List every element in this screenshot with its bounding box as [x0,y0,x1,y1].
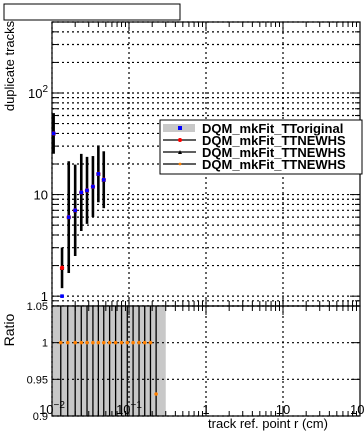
y-tick-label: 102 [28,84,48,101]
x-tick-label: 1 [202,402,209,417]
y-axis-label: duplicate tracks [2,20,17,111]
y-tick-label: 10 [34,188,48,203]
legend-label: DQM_mkFit_TToriginal [202,121,343,136]
ratio-point [58,340,63,345]
ratio-point [119,340,124,345]
x-tick-label: 10−1 [116,400,142,417]
ratio-panel: 0.9 0.95 1 1.05 Ratio [1,301,361,423]
y-tick-label: 1 [41,289,48,304]
square-marker [85,188,89,193]
x-tick-label: 102 [350,400,364,417]
ratio-point [125,340,130,345]
ratio-y-tick-label: 0.9 [33,411,48,423]
x-tick-label: 10 [276,402,290,417]
legend-marker [178,138,182,142]
main-points [51,113,106,298]
square-marker [79,190,84,195]
ratio-point [142,340,147,345]
ratio-point [96,340,101,345]
legend-marker [178,150,182,154]
ratio-point [85,340,89,345]
ratio-points [58,306,158,416]
square-marker [66,215,71,219]
legend-label: DQM_mkFit_TTNEWHS [202,133,346,148]
ratio-band [52,306,166,416]
ratio-y-tick-labels: 0.9 0.95 1 1.05 [27,301,48,423]
legend-label: DQM_mkFit_TTNEWHS [202,157,346,172]
ratio-point [65,340,70,345]
square-marker [91,184,95,189]
ratio-point [73,340,77,345]
ratio-ticks [51,305,360,417]
title-frame [3,3,181,21]
ratio-point [154,392,158,396]
legend-marker [178,162,182,166]
x-axis-label: track ref. point r (cm) [208,416,328,431]
ratio-point [91,340,95,345]
ratio-point [79,340,84,345]
square-marker [51,131,56,136]
circle-marker [59,265,65,271]
ratio-y-tick-label: 1.05 [27,301,48,313]
ratio-point [148,340,153,345]
square-marker [96,172,101,176]
ratio-point [131,340,135,345]
legend-marker [178,126,182,130]
ratio-point [101,340,106,345]
x-tick-labels: 10−2 10−1 1 10 102 [39,400,364,417]
ratio-point [107,340,112,345]
square-marker [73,208,77,213]
ratio-point [137,340,141,345]
legend-label: DQM_mkFit_TTNEWHS [202,145,346,160]
square-marker [60,294,64,298]
ratio-axis-label: Ratio [1,313,17,346]
y-tick-labels: 1 10 102 [28,84,48,304]
square-marker [101,177,106,182]
ratio-point [113,340,118,345]
x-tick-label: 10−2 [39,400,65,417]
ratio-y-tick-label: 0.95 [27,374,48,386]
legend: DQM_mkFit_TToriginalDQM_mkFit_TTNEWHSDQM… [159,119,363,175]
ratio-y-tick-label: 1 [42,338,48,350]
